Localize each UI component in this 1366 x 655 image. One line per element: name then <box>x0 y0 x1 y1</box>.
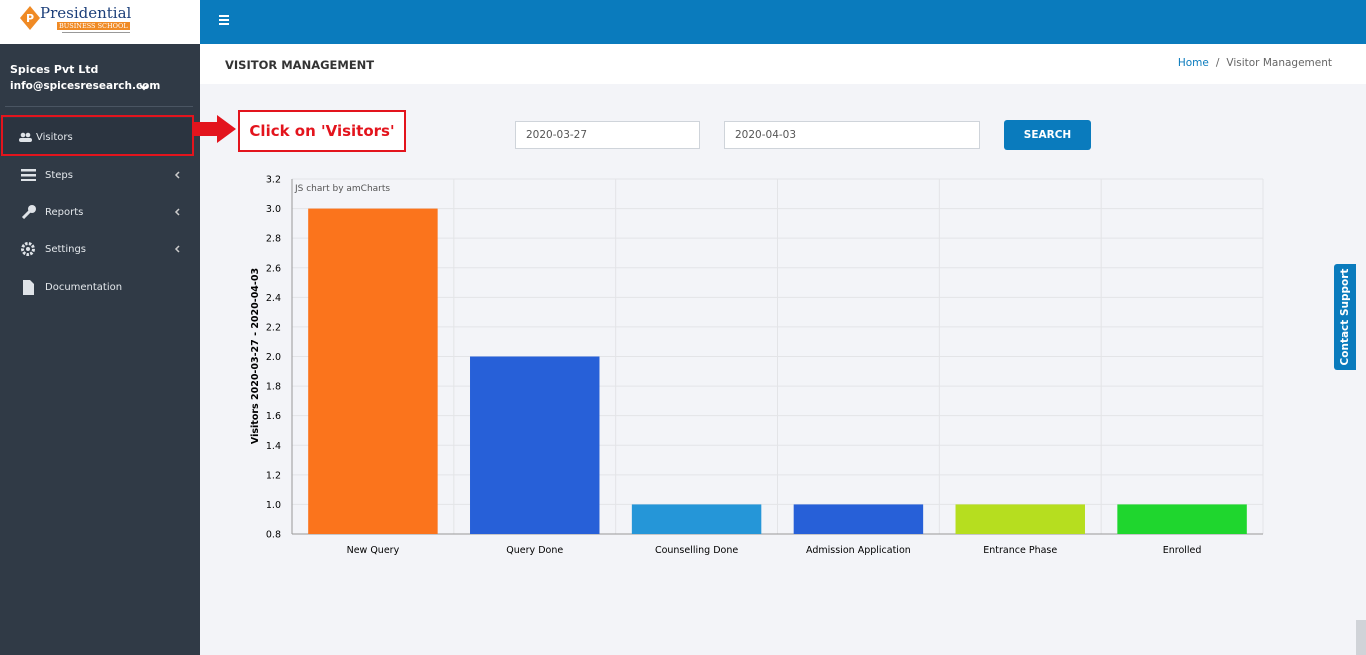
y-tick-label: 2.6 <box>266 263 281 274</box>
x-tick-label: Entrance Phase <box>983 545 1057 556</box>
svg-text:P: P <box>26 12 34 25</box>
logo-subtitle: BUSINESS SCHOOL <box>57 22 130 30</box>
annotation: Click on 'Visitors' <box>238 110 406 152</box>
icon <box>21 242 35 256</box>
nav-label[interactable]: Documentation <box>45 281 123 293</box>
x-tick-label: Query Done <box>506 545 563 556</box>
y-tick-label: 2.0 <box>266 352 281 363</box>
nav-item[interactable]: Reports <box>0 193 193 231</box>
icon <box>19 132 32 142</box>
nav-item[interactable]: Visitors <box>0 118 193 156</box>
nav-label[interactable]: Reports <box>45 206 84 218</box>
y-axis-title: Visitors 2020-03-27 - 2020-04-03 <box>250 268 261 444</box>
x-tick-label: New Query <box>347 545 400 556</box>
y-tick-label: 1.6 <box>266 411 281 422</box>
start-date[interactable]: 2020-03-27 <box>515 121 700 149</box>
nav-label[interactable]: Steps <box>45 169 73 181</box>
nav-label[interactable]: Visitors <box>36 131 73 143</box>
bar <box>1117 504 1247 534</box>
scrollbar <box>1356 620 1366 655</box>
divider <box>5 106 193 107</box>
y-tick-label: 2.4 <box>266 293 281 304</box>
nav-label[interactable]: Settings <box>45 243 87 255</box>
contact-tab[interactable]: Contact Support <box>1334 264 1356 370</box>
x-tick-label: Counselling Done <box>655 545 738 556</box>
y-tick-label: 1.0 <box>266 500 281 511</box>
page-title: VISITOR MANAGEMENT <box>225 58 375 72</box>
y-tick-label: 2.2 <box>266 322 281 333</box>
icon <box>21 205 36 219</box>
nav-item[interactable]: Steps <box>0 156 193 194</box>
y-tick-label: 0.8 <box>266 530 281 541</box>
breadcrumb-current: Visitor Management <box>1209 57 1332 69</box>
bar <box>631 504 762 534</box>
breadcrumb: HomeVisitor Management <box>1178 57 1332 69</box>
annotation-arrow <box>193 115 236 143</box>
chart-credit: JS chart by amCharts <box>294 184 390 194</box>
email[interactable]: info@spicesresearch.com <box>10 80 161 92</box>
highlight-box <box>1 115 194 156</box>
y-tick-label: 1.8 <box>266 382 281 393</box>
bar <box>308 208 438 535</box>
menu-toggle[interactable] <box>219 15 230 25</box>
chevrons <box>174 171 180 253</box>
y-tick-label: 2.8 <box>266 234 281 245</box>
breadcrumb-link[interactable]: Home <box>1177 57 1209 69</box>
logo: P Presidential BUSINESS SCHOOL <box>0 0 200 44</box>
icon <box>23 279 34 295</box>
top-bar <box>200 0 1366 44</box>
end-date[interactable]: 2020-04-03 <box>724 121 980 149</box>
company: Spices Pvt Ltd <box>10 63 99 76</box>
y-tick-label: 1.2 <box>266 470 281 481</box>
nav-item[interactable]: Documentation <box>0 268 193 306</box>
bar <box>470 356 600 534</box>
y-tick-label: 3.0 <box>266 204 281 215</box>
logo-mark: P <box>20 6 40 30</box>
logo-title: Presidential <box>40 4 132 22</box>
icon <box>21 169 36 181</box>
x-tick-label: Enrolled <box>1163 545 1202 556</box>
search-button[interactable]: SEARCH <box>1004 120 1091 150</box>
sidebar: Spices Pvt Ltd info@spicesresearch.com V… <box>0 0 200 655</box>
y-tick-label: 1.4 <box>266 441 281 452</box>
chevron[interactable] <box>138 83 150 93</box>
logo-tagline <box>62 32 130 33</box>
x-tick-label: Admission Application <box>806 545 911 556</box>
bar <box>793 504 924 534</box>
nav-item[interactable]: Settings <box>0 230 193 268</box>
page-header: VISITOR MANAGEMENT HomeVisitor Managemen… <box>200 44 1366 84</box>
bar <box>955 504 1085 534</box>
y-tick-label: 3.2 <box>266 175 281 186</box>
